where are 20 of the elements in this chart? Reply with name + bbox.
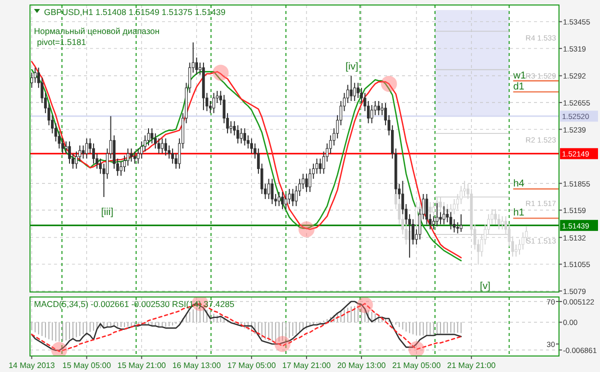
x-tick-label: 15 May 05:00 — [62, 361, 112, 370]
x-tick-label: 14 May 2013 — [8, 361, 56, 370]
x-tick-label: 17 May 21:00 — [282, 361, 332, 370]
x-tick-label: 16 May 13:00 — [172, 361, 222, 370]
annotation: pivot=1.5181 — [37, 37, 86, 47]
x-tick-label: 17 May 05:00 — [227, 361, 276, 370]
ref-line-label: h1 — [513, 208, 525, 219]
x-tick-label: 21 May 05:00 — [392, 361, 442, 370]
x-tick-label: 20 May 13:00 — [337, 361, 386, 370]
x-tick-label: 21 May 21:00 — [447, 361, 496, 370]
ref-line-label: d1 — [513, 81, 525, 92]
ref-line-label: w1 — [512, 70, 526, 82]
annotation: Нормальный ценовой диапазон — [34, 26, 160, 36]
ref-line-label: h4 — [513, 178, 525, 190]
chart-title: MACD(5,34,5) -0.002661 -0.002530 RSI(14) 37.4285 — [34, 299, 235, 309]
annotation: [v] — [480, 280, 491, 292]
x-tick-label: 15 May 21:00 — [117, 361, 166, 370]
annotation: [iv] — [345, 62, 358, 73]
annotation: [iii] — [101, 207, 114, 218]
chart-title: GBPUSD,H1 1.51408 1.51549 1.51375 1.51439 — [44, 7, 226, 17]
